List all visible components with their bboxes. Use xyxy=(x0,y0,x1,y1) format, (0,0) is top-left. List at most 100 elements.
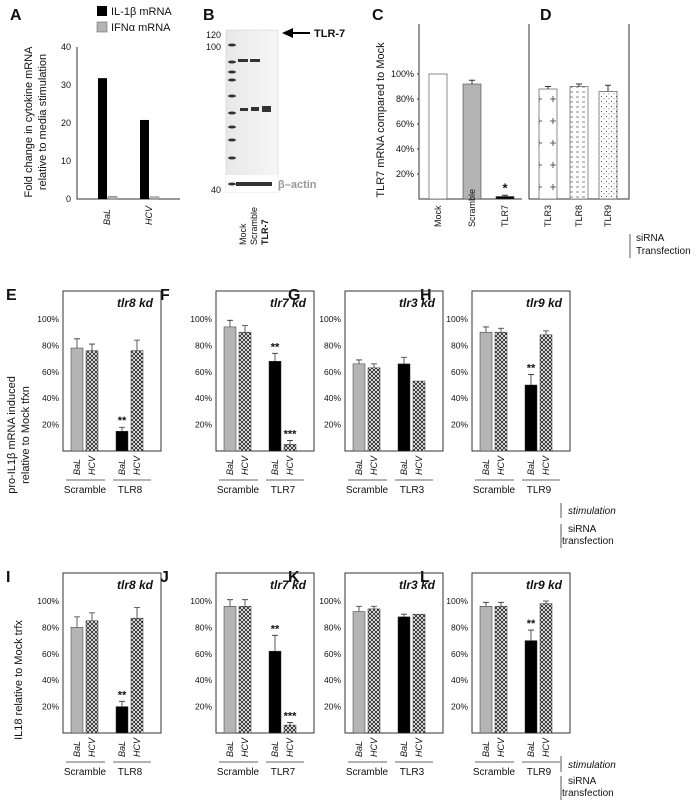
ytick-c: 100% xyxy=(391,69,414,79)
ylabel-eh-line2: relative to Mock tfxn xyxy=(20,386,32,484)
bar-g xyxy=(412,380,426,452)
bar-l xyxy=(539,603,553,734)
ytick-c: 60% xyxy=(396,119,414,129)
bar-e xyxy=(115,430,129,452)
errorbar-d xyxy=(576,83,582,87)
kd-title-l: tlr9 kd xyxy=(526,578,563,592)
blot-marker-100: 100 xyxy=(206,42,221,52)
chart-f: tlr7 kd 20% 40% 60% 80% 100% BaL HCV ** BaL *** HCV… xyxy=(190,290,315,496)
ytick-c: 20% xyxy=(396,169,414,179)
ytick-e: 60% xyxy=(42,367,59,377)
ytick-a: 20 xyxy=(61,118,71,128)
star-j: ** xyxy=(271,623,280,635)
panel-letter-e: E xyxy=(6,287,17,304)
xtick-k: BaL xyxy=(399,741,409,757)
ytick-i: 100% xyxy=(37,596,59,606)
ytick-e: 80% xyxy=(42,340,59,350)
chart-e: tlr8 kd 20% 40% 60% 80% 100% BaL HCV ** BaL HCV Scr… xyxy=(37,290,162,496)
frame-j xyxy=(215,572,315,734)
group-label-e: TLR8 xyxy=(118,485,143,496)
errorbar-f xyxy=(242,325,248,333)
xtick-j: BaL xyxy=(225,741,235,757)
kd-title-e: tlr8 kd xyxy=(117,296,154,310)
xtick-e: HCV xyxy=(132,455,142,475)
ytick-j: 60% xyxy=(195,649,212,659)
kd-title-f: tlr7 kd xyxy=(270,296,307,310)
chart-k: tlr3 kd 20% 40% 60% 80% 100% BaL HCV BaL HCV Scram… xyxy=(319,572,444,778)
group-label-l: TLR9 xyxy=(527,767,552,778)
bar-g xyxy=(367,367,381,452)
note-transfection: Transfection xyxy=(636,246,691,257)
errorbar-h xyxy=(483,326,489,333)
panel-letter-j: J xyxy=(160,569,169,586)
bar-c xyxy=(495,196,515,200)
bar-c xyxy=(462,83,482,200)
bar-i xyxy=(85,620,99,734)
bar-h xyxy=(479,331,493,452)
ytick-a: 10 xyxy=(61,156,71,166)
note-stimulation-1: stimulation xyxy=(568,506,616,517)
xtick-g: BaL xyxy=(399,459,409,475)
ytick-a: 30 xyxy=(61,80,71,90)
errorbar-l xyxy=(483,601,489,607)
bar-f xyxy=(283,444,297,452)
panel-letter-a: A xyxy=(10,7,22,24)
ytick-f: 80% xyxy=(195,340,212,350)
ytick-g: 20% xyxy=(324,420,341,430)
kd-title-j: tlr7 kd xyxy=(270,578,307,592)
frame-e xyxy=(62,290,162,452)
bar-k xyxy=(367,608,381,734)
bar-e xyxy=(130,350,144,452)
bar-i xyxy=(115,706,129,734)
panel-letter-i: I xyxy=(6,569,10,586)
errorbar-k xyxy=(356,605,362,612)
group-label-h: TLR9 xyxy=(527,485,552,496)
panel-letter-l: L xyxy=(420,569,430,586)
errorbar-d xyxy=(605,84,611,92)
kd-title-i: tlr8 kd xyxy=(117,578,154,592)
bar-j xyxy=(238,606,252,734)
star-j: *** xyxy=(284,710,298,722)
ylabel-c: TLR7 mRNA compared to Mock xyxy=(375,42,387,198)
bar-k xyxy=(352,611,366,734)
bar-k xyxy=(397,616,411,734)
western-blot: 120 100 40 TLR-7 β–actin Mock Scramble T… xyxy=(206,28,345,245)
bar-h xyxy=(494,331,508,452)
ytick-c: 80% xyxy=(396,94,414,104)
xtick-a: BaL xyxy=(102,209,112,225)
xtick-l: BaL xyxy=(526,741,536,757)
xtick-j: BaL xyxy=(270,741,280,757)
bar-d xyxy=(598,91,618,200)
group-label-f: TLR7 xyxy=(271,485,296,496)
kd-title-g: tlr3 kd xyxy=(399,296,436,310)
chart-c: 20% 40% 60% 80% 100% Mock Scramble * TLR7 xyxy=(391,24,522,227)
bar-a xyxy=(98,78,107,199)
xtick-e: BaL xyxy=(117,459,127,475)
ytick-k: 80% xyxy=(324,622,341,632)
legend-a-il1b: IL-1β mRNA xyxy=(111,6,172,18)
errorbar-g xyxy=(356,359,362,364)
xtick-k: BaL xyxy=(354,741,364,757)
group-label-f: Scramble xyxy=(217,485,260,496)
group-label-g: Scramble xyxy=(346,485,389,496)
errorbar-h xyxy=(498,327,504,333)
legend-a-ifna: IFNα mRNA xyxy=(111,22,171,34)
xtick-f: HCV xyxy=(240,455,250,475)
xtick-a: HCV xyxy=(144,205,154,225)
ytick-f: 100% xyxy=(190,314,212,324)
ytick-j: 40% xyxy=(195,675,212,685)
ytick-h: 20% xyxy=(451,420,468,430)
errorbar-k xyxy=(371,605,377,609)
bar-l xyxy=(524,640,538,734)
xtick-i: BaL xyxy=(72,741,82,757)
bar-a xyxy=(107,196,118,200)
chart-i: tlr8 kd 20% 40% 60% 80% 100% BaL HCV ** BaL HCV Scr… xyxy=(37,572,162,778)
ytick-l: 20% xyxy=(451,702,468,712)
xtick-f: BaL xyxy=(225,459,235,475)
axis-a xyxy=(76,47,180,200)
xtick-i: BaL xyxy=(117,741,127,757)
errorbar-j xyxy=(287,722,293,726)
xtick-l: HCV xyxy=(541,737,551,757)
star-f: ** xyxy=(271,341,280,353)
ytick-h: 100% xyxy=(446,314,468,324)
